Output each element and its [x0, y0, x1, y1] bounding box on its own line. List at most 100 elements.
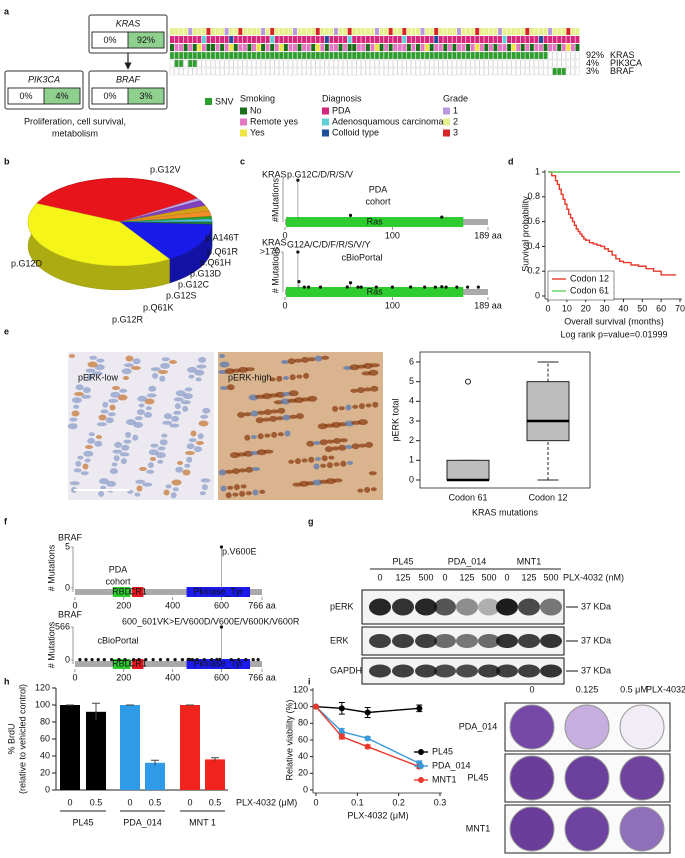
clinical-cell: [570, 28, 575, 35]
cell: [301, 356, 310, 363]
legend-label: Remote yes: [250, 116, 299, 126]
mutation-cell: [470, 67, 475, 76]
cell: [98, 490, 105, 497]
domain-label: Pkinase_Tyr: [194, 658, 244, 668]
cell: [144, 411, 153, 418]
lollipop-head: [444, 285, 448, 289]
cell: [227, 485, 234, 490]
mutation-cell: [388, 67, 393, 76]
cell: [182, 469, 191, 476]
mutation-cell: [297, 59, 302, 68]
clinical-cell: [457, 44, 461, 51]
legend-label: No: [250, 105, 262, 115]
cell: [94, 364, 105, 371]
cell: [105, 417, 114, 424]
lollipop-head: [131, 658, 136, 662]
mutation-cell: [456, 59, 462, 68]
cell: [185, 451, 195, 455]
gene-box: [88, 70, 168, 110]
protein-domain: [186, 659, 251, 669]
mutation-cell: [242, 51, 247, 60]
band: [540, 664, 562, 678]
clinical-cell: [238, 36, 243, 43]
cell: [125, 419, 136, 426]
clinical-cell: [475, 28, 480, 35]
clinical-cell: [375, 36, 379, 43]
y-tick-label: 100: [293, 701, 308, 711]
clinical-cell: [279, 28, 284, 35]
mutation-cell: [265, 59, 270, 68]
cell: [142, 482, 153, 487]
cell: [225, 469, 234, 474]
clinical-cell: [520, 36, 525, 43]
clinical-cell: [252, 28, 256, 35]
cell: [276, 375, 283, 382]
mutation-cell: [456, 51, 462, 60]
mutation-cell: [242, 59, 247, 68]
clinical-cell: [192, 44, 197, 51]
clinical-cell: [334, 44, 338, 51]
clinical-cell: [329, 36, 334, 43]
gene-frequency: 4%: [586, 58, 599, 68]
lollipop-head: [90, 658, 94, 662]
mutation-cell: [247, 59, 252, 68]
clinical-cell: [288, 28, 293, 35]
lollipop-head: [455, 285, 459, 289]
clinical-cell: [397, 28, 402, 35]
cell: [139, 467, 147, 471]
clinical-cell: [425, 28, 430, 35]
mutation-cell: [493, 59, 498, 68]
cell: [255, 417, 264, 424]
mutation-cell: [279, 67, 284, 76]
cell: [77, 455, 84, 460]
clinical-cell: [438, 36, 443, 43]
clinical-cell: [493, 36, 498, 43]
mutation-cell: [247, 51, 252, 60]
clinical-cell: [274, 36, 279, 43]
clinical-cell: [347, 44, 352, 51]
cell: [89, 355, 98, 360]
cell: [69, 417, 78, 422]
mutation-cell: [320, 51, 325, 60]
mutation-cell: [206, 59, 211, 68]
cell: [194, 369, 205, 376]
clinical-cell: [498, 36, 502, 43]
clinical-cell: [338, 44, 343, 51]
cell: [75, 384, 84, 391]
clinical-cell: [256, 28, 261, 35]
clinical-cell: [488, 36, 493, 43]
cell: [252, 467, 260, 471]
x-tick-label: 0.5: [209, 797, 222, 807]
cell: [157, 459, 164, 464]
clinical-cell: [447, 44, 452, 51]
cell: [186, 456, 193, 463]
cell: [257, 433, 264, 440]
mutation-cell: [365, 59, 370, 68]
x-tick-label: 0: [282, 230, 287, 240]
protein-domain: [286, 287, 464, 297]
y-axis-label: # Mutations: [270, 246, 280, 293]
mutation-cell: [438, 67, 443, 76]
cell: [259, 489, 266, 494]
clinical-cell: [507, 28, 512, 35]
y-tick-label: 0: [45, 784, 50, 794]
mutation-cell: [547, 59, 553, 68]
mutation-cell: [497, 51, 503, 60]
clinical-cell: [242, 36, 247, 43]
mutation-cell: [529, 67, 534, 76]
series-line: [315, 706, 420, 768]
gene-box: [88, 14, 168, 54]
clinical-cell: [370, 44, 375, 51]
legend-swatch: [322, 129, 329, 137]
clinical-cell: [361, 28, 366, 35]
mutation-cell: [370, 51, 375, 60]
clinical-cell: [429, 44, 434, 51]
y-tick-label: 0: [65, 582, 70, 592]
clinical-cell: [438, 44, 443, 51]
cell: [123, 439, 132, 444]
band: [456, 664, 478, 678]
cell: [289, 414, 298, 419]
pie-label: p.Q61H: [200, 257, 231, 267]
cell: [138, 403, 145, 408]
x-tick-label: 0: [313, 797, 318, 807]
